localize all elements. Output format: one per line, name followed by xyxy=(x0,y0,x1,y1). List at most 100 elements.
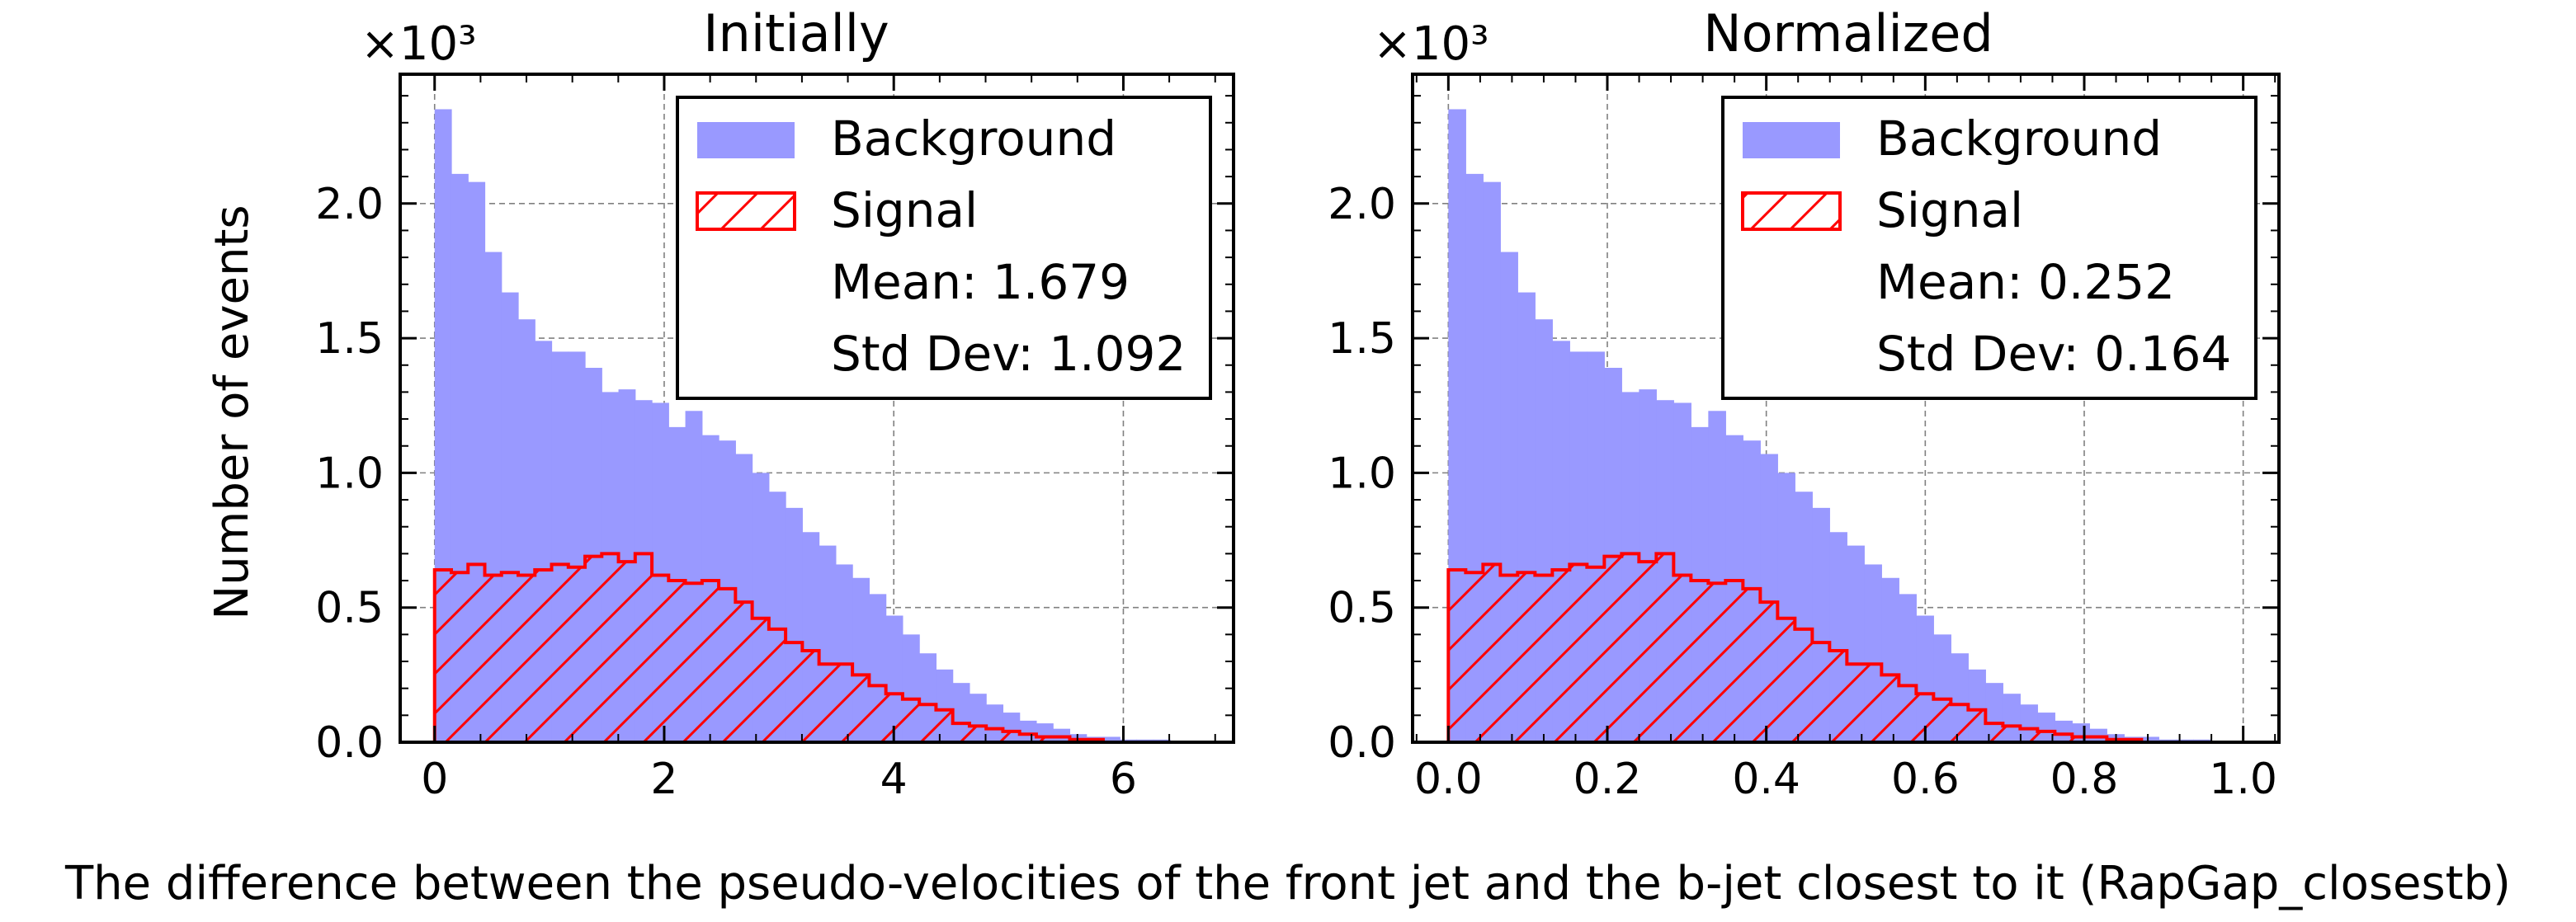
chart2-x-tick-label-2: 0.4 xyxy=(1732,755,1800,804)
chart1-signal-bar-0 xyxy=(434,569,452,742)
chart2-signal-bar-13 xyxy=(1673,575,1691,742)
chart1-signal-bar-28 xyxy=(902,699,920,742)
chart2-signal-bar-15 xyxy=(1708,583,1726,742)
chart2-signal-bar-27 xyxy=(1916,694,1934,742)
chart2-legend-text-3: Std Dev: 0.164 xyxy=(1876,326,2231,382)
chart2-signal-bar-23 xyxy=(1847,664,1865,742)
chart1-signal-bar-30 xyxy=(936,709,954,742)
chart2-signal-bar-37 xyxy=(2089,736,2107,742)
chart2-signal-bar-16 xyxy=(1725,581,1743,742)
chart1-signal-bar-12 xyxy=(635,553,653,742)
chart1-legend-text-3: Std Dev: 1.092 xyxy=(831,326,1186,382)
chart1-signal-bar-3 xyxy=(484,575,502,742)
chart1-signal-bar-24 xyxy=(835,664,853,742)
chart1-signal-bar-36 xyxy=(1036,736,1054,742)
chart2-signal-bar-34 xyxy=(2037,731,2055,742)
chart1-signal-bar-6 xyxy=(535,569,552,742)
chart2-legend-swatch-signal xyxy=(1741,191,1842,231)
chart2-x-tick-label-4: 0.8 xyxy=(2050,755,2119,804)
chart2-signal-bar-21 xyxy=(1812,642,1830,742)
chart1-signal-bar-23 xyxy=(819,664,837,742)
chart2-signal-bar-29 xyxy=(1951,704,1969,742)
chart1-legend-text-1: Signal xyxy=(831,182,978,238)
chart1-signal-bar-32 xyxy=(969,726,987,742)
chart2-axes-frame xyxy=(1411,73,2281,744)
chart1-y-tick-label-3: 1.5 xyxy=(315,314,384,364)
initially-panel: 0 2 4 6 0.0 0.5 1.0 1.5 2.0 Initially ×10³ Backgrou… xyxy=(315,3,1235,804)
chart2-signal-bar-19 xyxy=(1777,618,1795,742)
chart2-signal-bar-36 xyxy=(2072,736,2090,742)
chart2-signal-outline xyxy=(1446,552,2229,742)
chart2-signal-bar-30 xyxy=(1968,709,1986,742)
chart1-y-tick-label-4: 2.0 xyxy=(315,180,384,229)
chart1-x-tick-label-2: 4 xyxy=(880,755,908,804)
chart2-signal-bar-1 xyxy=(1465,572,1484,742)
chart1-title: Initially xyxy=(703,3,889,64)
chart1-signal-bar-27 xyxy=(885,694,903,742)
chart1-signal-bar-8 xyxy=(568,567,586,742)
chart2-signal-bar-10 xyxy=(1621,553,1639,742)
y-axis-label: Number of events xyxy=(205,205,259,619)
chart2-x-tick-label-0: 0.0 xyxy=(1414,755,1483,804)
chart2-legend-text-1: Signal xyxy=(1876,182,2023,238)
chart1-y-multiplier: ×10³ xyxy=(361,17,477,71)
chart1-bars xyxy=(432,109,1187,742)
chart1-signal-bar-9 xyxy=(585,556,602,742)
chart2-y-tick-label-1: 0.5 xyxy=(1328,584,1396,633)
chart1-signal-bar-1 xyxy=(451,572,469,742)
chart2-x-tick-label-1: 0.2 xyxy=(1573,755,1642,804)
chart1-signal-bar-19 xyxy=(752,618,770,742)
chart2-signal-bar-18 xyxy=(1760,602,1778,742)
chart2-y-multiplier: ×10³ xyxy=(1373,17,1489,71)
chart2-signal-bar-0 xyxy=(1448,569,1466,742)
chart1-x-tick-label-0: 0 xyxy=(421,755,448,804)
chart1-signal-bar-7 xyxy=(551,564,569,742)
chart1-signal-bar-33 xyxy=(986,728,1003,742)
chart2-y-tick-label-2: 1.0 xyxy=(1328,449,1396,498)
chart2-legend-text-2: Mean: 0.252 xyxy=(1876,254,2175,310)
chart1-background-bar-40 xyxy=(1102,736,1121,742)
chart1-signal-bar-29 xyxy=(919,704,937,742)
chart1-signal-bar-25 xyxy=(852,675,870,742)
chart2-signal-bar-8 xyxy=(1587,567,1605,742)
chart1-signal-bar-21 xyxy=(786,642,803,742)
chart1-axes-frame xyxy=(399,73,1235,744)
chart1-signal-bar-4 xyxy=(501,572,519,742)
chart2-signal-bar-33 xyxy=(2020,728,2038,742)
chart2-signal-bar-28 xyxy=(1933,699,1951,742)
normalized-panel: 0.0 0.2 0.4 0.6 0.8 1.0 0.0 0.5 1.0 1.5 2.0 Normali… xyxy=(1328,3,2281,804)
chart2-signal-bar-26 xyxy=(1899,685,1917,742)
chart2-signal-bar-5 xyxy=(1535,575,1553,742)
chart1-signal-bar-37 xyxy=(1053,736,1070,742)
chart1-signal-bar-16 xyxy=(701,581,719,742)
chart1-legend-swatch-signal xyxy=(696,191,796,231)
chart1-x-tick-label-3: 6 xyxy=(1110,755,1137,804)
chart2-signal-bar-35 xyxy=(2055,734,2073,742)
chart2-legend-text-0: Background xyxy=(1876,111,2162,167)
chart1-legend-swatch-background xyxy=(697,122,795,158)
chart2-y-tick-label-3: 1.5 xyxy=(1328,314,1396,364)
chart1-signal-bar-22 xyxy=(802,650,820,742)
chart1-signal-bar-11 xyxy=(618,562,636,742)
chart1-signal-bar-5 xyxy=(518,575,535,742)
chart1-x-tick-label-1: 2 xyxy=(650,755,677,804)
chart2-signal-bar-6 xyxy=(1552,569,1570,742)
chart2-y-tick-label-0: 0.0 xyxy=(1328,718,1396,768)
chart1-signal-bar-26 xyxy=(869,685,887,742)
chart2-title: Normalized xyxy=(1703,3,1993,64)
chart1-signal-bar-13 xyxy=(652,575,669,742)
chart1-signal-bar-34 xyxy=(1003,731,1021,742)
chart1-y-tick-label-0: 0.0 xyxy=(315,718,384,768)
chart2-legend-swatch-background xyxy=(1743,122,1840,158)
chart1-signal-bar-2 xyxy=(468,564,485,742)
chart1-signal-bar-18 xyxy=(735,602,753,742)
chart1-signal-bar-14 xyxy=(668,581,686,742)
chart2-x-tick-label-3: 0.6 xyxy=(1891,755,1960,804)
chart2-y-tick-label-4: 2.0 xyxy=(1328,180,1396,229)
chart2-signal-bar-24 xyxy=(1864,664,1882,742)
chart1-y-tick-label-1: 0.5 xyxy=(315,584,384,633)
x-axis-label: The difference between the pseudo-veloci… xyxy=(64,857,2511,910)
chart2-signal-bar-25 xyxy=(1881,675,1899,742)
chart1-signal-bar-15 xyxy=(685,583,703,742)
chart2-signal-bar-2 xyxy=(1483,564,1501,742)
